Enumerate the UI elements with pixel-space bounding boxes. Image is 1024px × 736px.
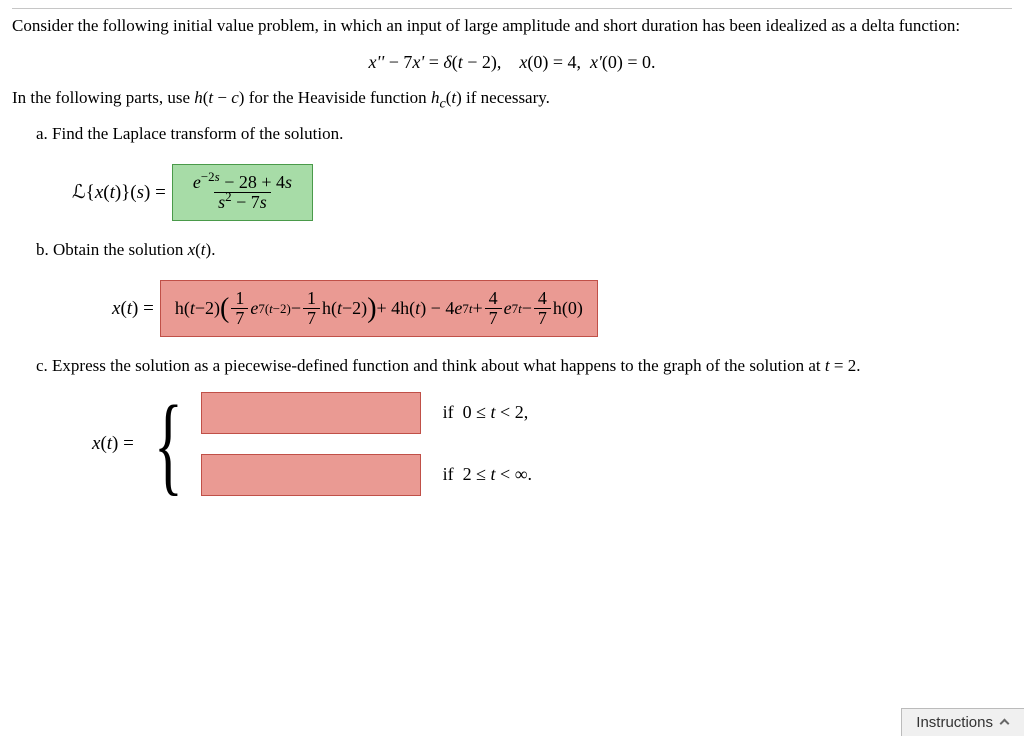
part-c-lhs: x(t) = <box>92 433 134 455</box>
instructions-tab[interactable]: Instructions <box>901 708 1024 736</box>
part-a-lhs: ℒ{x(t)}(s) = <box>72 181 166 204</box>
part-a-prompt: a. Find the Laplace transform of the sol… <box>36 123 1012 146</box>
part-a-denominator: s2 − 7s <box>214 192 271 212</box>
part-a-fraction: e−2s − 28 + 4s s2 − 7s <box>189 173 296 212</box>
part-a-answer-box[interactable]: e−2s − 28 + 4s s2 − 7s <box>172 164 313 221</box>
part-c-prompt: c. Express the solution as a piecewise-d… <box>36 355 1012 378</box>
part-c-case-2: if 2 ≤ t < ∞. <box>201 454 532 496</box>
part-b-answer-box[interactable]: h(t−2)( 17e7(t−2) − 17h(t−2) ) + 4h(t) −… <box>160 280 598 337</box>
brace-icon: { <box>154 400 183 488</box>
part-c-case-2-input[interactable] <box>201 454 421 496</box>
part-c-piecewise: x(t) = { if 0 ≤ t < 2, if 2 ≤ t < ∞. <box>92 392 1012 496</box>
part-b-prompt: b. Obtain the solution x(t). <box>36 239 1012 262</box>
part-b-lhs: x(t) = <box>112 298 154 320</box>
part-b-answer-row: x(t) = h(t−2)( 17e7(t−2) − 17h(t−2) ) + … <box>112 280 1012 337</box>
main-equation: x'' − 7x' = δ(t − 2), x(0) = 4, x'(0) = … <box>12 52 1012 73</box>
part-a-answer-row: ℒ{x(t)}(s) = e−2s − 28 + 4s s2 − 7s <box>72 164 1012 221</box>
part-a-numerator: e−2s − 28 + 4s <box>189 173 296 192</box>
part-c-case-1-cond: if 0 ≤ t < 2, <box>443 402 529 423</box>
chevron-up-icon <box>1000 718 1010 728</box>
part-c-case-1-input[interactable] <box>201 392 421 434</box>
part-c-case-2-cond: if 2 ≤ t < ∞. <box>443 464 532 485</box>
instructions-label: Instructions <box>916 714 993 731</box>
part-c-cases: if 0 ≤ t < 2, if 2 ≤ t < ∞. <box>201 392 532 496</box>
part-c-case-1: if 0 ≤ t < 2, <box>201 392 532 434</box>
heaviside-note: In the following parts, use h(t − c) for… <box>12 87 1012 114</box>
problem-intro: Consider the following initial value pro… <box>12 15 1012 38</box>
